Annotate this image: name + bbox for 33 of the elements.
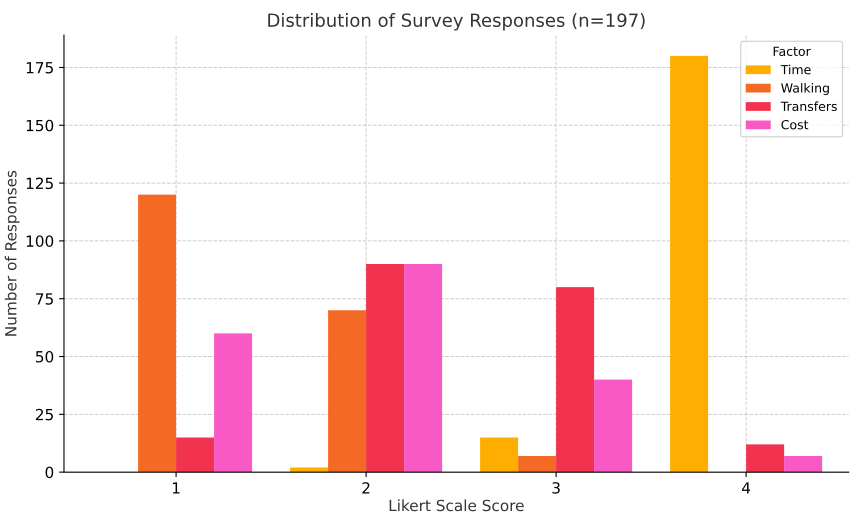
x-tick-label: 3 — [552, 482, 560, 494]
legend-title: Factor — [774, 46, 811, 56]
bar — [328, 310, 366, 472]
bar — [746, 444, 784, 472]
x-tick-label: 1 — [172, 482, 180, 494]
y-tick-label: 75 — [36, 293, 53, 305]
bar — [670, 56, 708, 472]
y-tick-label: 25 — [36, 408, 53, 420]
y-tick-label: 125 — [26, 178, 53, 190]
y-tick-label: 50 — [36, 350, 54, 363]
y-tick-label: 150 — [26, 120, 54, 132]
bar — [214, 333, 252, 472]
y-tick-label: 0 — [46, 466, 54, 478]
legend-label: Time — [780, 64, 811, 74]
x-tick-label: 4 — [742, 482, 750, 494]
x-axis-title: Likert Scale Score — [390, 499, 524, 512]
bar — [366, 264, 404, 472]
y-axis-title: Number of Responses — [4, 170, 20, 336]
y-tick-label: 175 — [26, 62, 53, 74]
legend-label: Transfers — [780, 101, 837, 112]
bar — [138, 194, 176, 472]
y-tick-label: 100 — [26, 235, 54, 247]
x-tick-label: 2 — [362, 482, 370, 494]
bar — [176, 437, 214, 472]
legend-label: Cost — [781, 120, 808, 130]
bar — [784, 456, 822, 472]
bar — [594, 380, 632, 472]
bar — [556, 287, 594, 472]
chart-title: Distribution of Survey Responses (n=197) — [268, 13, 645, 31]
bar — [404, 264, 442, 472]
bar — [518, 456, 556, 472]
bar — [480, 437, 518, 472]
legend-label: Walking — [781, 83, 829, 96]
